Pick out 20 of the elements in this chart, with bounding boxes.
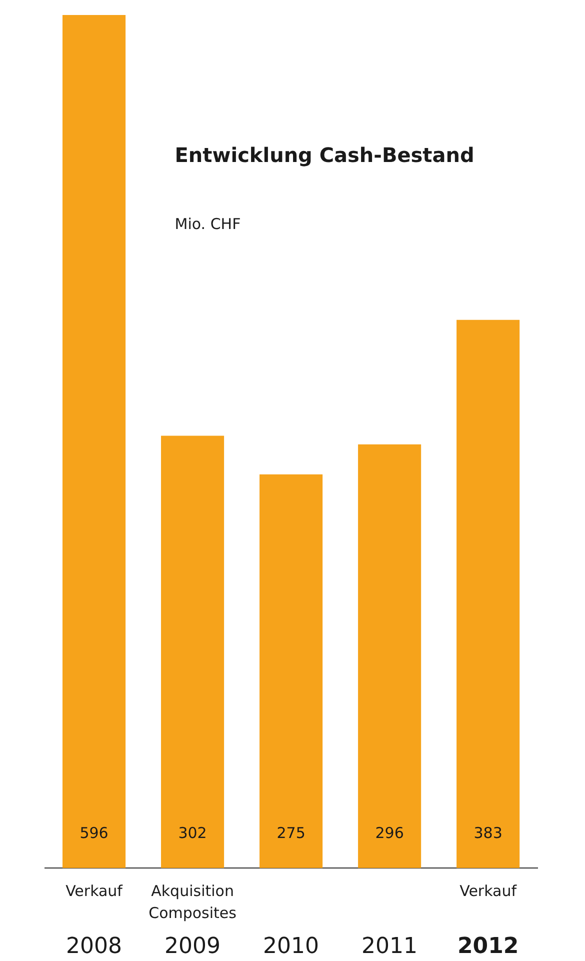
x-tick-label: 2009 [164, 934, 221, 959]
bar [161, 436, 224, 868]
x-tick-label: 2008 [66, 934, 122, 959]
data-label: 383 [474, 824, 502, 842]
bar [456, 320, 520, 868]
text: Mio. CHF [174, 215, 241, 233]
data-label: 596 [80, 824, 108, 842]
bar [62, 15, 126, 868]
x-tick-label: 2012 [457, 934, 519, 959]
bar [260, 474, 323, 868]
text: Verkauf [460, 882, 518, 900]
data-label: 296 [375, 824, 404, 842]
text: Verkauf [66, 882, 124, 900]
text: Akquisition Composites [148, 882, 237, 922]
bar [358, 444, 422, 868]
data-label: 275 [276, 824, 306, 842]
x-tick-label: 2010 [263, 934, 320, 959]
x-tick-label: 2011 [362, 934, 418, 959]
text: Entwicklung Cash-Bestand [174, 143, 474, 167]
data-label: 302 [178, 824, 207, 842]
